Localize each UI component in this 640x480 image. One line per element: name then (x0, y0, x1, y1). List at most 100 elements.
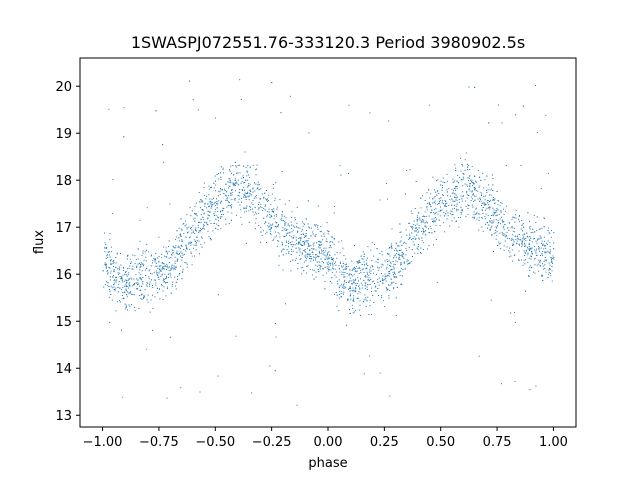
data-point (136, 266, 138, 268)
data-point (274, 370, 276, 372)
data-point (487, 200, 489, 202)
data-point (139, 290, 141, 291)
data-point (539, 265, 541, 266)
data-point (341, 265, 342, 267)
data-point (213, 197, 214, 199)
data-point (125, 284, 127, 286)
data-point (186, 227, 188, 229)
data-point (508, 250, 510, 252)
data-point (309, 255, 311, 257)
data-point (402, 242, 404, 244)
data-point (142, 252, 144, 254)
data-point (200, 236, 202, 238)
data-point (534, 264, 536, 266)
x-tick-label: 1.00 (539, 435, 568, 450)
data-point (478, 220, 480, 221)
data-point (239, 164, 241, 166)
data-point (420, 207, 422, 209)
data-point (499, 218, 501, 220)
data-point (339, 290, 341, 292)
data-point (166, 265, 168, 267)
data-point (261, 193, 263, 195)
data-point (196, 236, 198, 238)
data-point (482, 172, 484, 174)
data-point (328, 264, 330, 266)
data-point (161, 268, 163, 270)
data-point (430, 204, 431, 206)
data-point (109, 267, 111, 269)
data-point (115, 262, 117, 264)
data-point (526, 232, 528, 234)
data-point (276, 246, 278, 248)
data-point (317, 226, 319, 228)
data-point (354, 270, 356, 272)
data-point (296, 243, 297, 245)
data-point (284, 228, 286, 230)
data-point (299, 248, 301, 250)
data-point (521, 246, 523, 248)
data-point (246, 171, 248, 173)
data-point (525, 238, 527, 239)
data-point (233, 198, 235, 200)
data-point (456, 188, 458, 190)
data-point (519, 215, 520, 217)
data-point (498, 213, 500, 215)
data-point (313, 245, 315, 247)
data-point (188, 237, 190, 239)
data-point (230, 207, 232, 209)
data-point (328, 266, 330, 268)
data-point (171, 268, 172, 270)
data-point (525, 290, 526, 292)
data-point (175, 285, 176, 287)
data-point (284, 236, 286, 237)
data-point (158, 276, 160, 278)
data-point (500, 248, 502, 250)
data-point (150, 299, 152, 301)
data-point (149, 311, 151, 313)
data-point (221, 214, 223, 215)
data-point (177, 247, 179, 248)
data-point (270, 227, 272, 229)
data-point (521, 220, 523, 222)
data-point (175, 288, 177, 290)
data-point (365, 299, 367, 301)
data-point (264, 223, 266, 225)
data-point (424, 222, 426, 224)
data-point (139, 240, 141, 242)
data-point (361, 287, 363, 289)
data-point (283, 236, 285, 238)
data-point (359, 309, 360, 311)
data-point (544, 245, 546, 247)
data-point (165, 247, 167, 249)
data-point (397, 245, 399, 247)
data-point (417, 244, 419, 245)
data-point (386, 288, 388, 290)
data-point (392, 274, 394, 276)
data-point (176, 261, 178, 262)
data-point (290, 244, 292, 246)
data-point (260, 226, 262, 228)
data-point (547, 273, 549, 275)
data-point (269, 216, 271, 218)
data-point (174, 247, 176, 249)
data-point (104, 251, 106, 253)
data-point (289, 231, 291, 233)
data-point (137, 284, 138, 286)
data-point (507, 237, 509, 239)
data-point (323, 262, 324, 264)
data-point (432, 202, 434, 204)
data-point (416, 215, 418, 217)
y-tick-label: 17 (55, 221, 72, 236)
data-point (520, 228, 522, 230)
data-point (196, 230, 197, 232)
data-point (198, 230, 200, 232)
data-point (527, 254, 529, 256)
data-point (198, 232, 200, 233)
data-point (249, 206, 251, 208)
data-point (128, 278, 130, 280)
data-point (398, 249, 400, 251)
data-point (471, 179, 473, 181)
data-point (542, 251, 544, 252)
data-point (356, 297, 358, 299)
data-point (220, 189, 222, 191)
